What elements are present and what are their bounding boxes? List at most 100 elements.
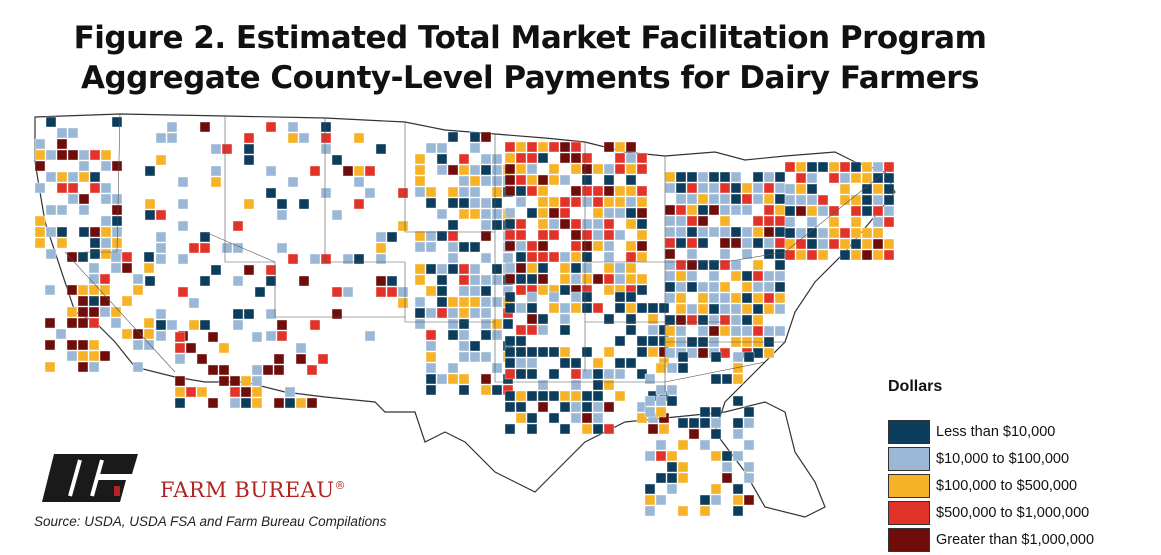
county-cell — [774, 325, 786, 337]
county-cell — [774, 270, 786, 282]
county-cell — [752, 182, 764, 194]
county-cell — [795, 238, 807, 250]
county-cell — [559, 423, 571, 435]
county-cell — [185, 386, 197, 398]
county-cell — [100, 237, 112, 249]
county-cell — [414, 274, 426, 286]
county-cell — [458, 197, 470, 209]
county-cell — [839, 161, 851, 173]
county-cell — [243, 308, 255, 320]
county-cell — [625, 152, 637, 164]
county-cell — [850, 172, 862, 184]
county-cell — [78, 193, 90, 205]
county-cell — [414, 230, 426, 242]
county-cell — [386, 275, 398, 287]
legend-swatch-1 — [888, 419, 930, 444]
county-cell — [559, 196, 571, 208]
county-cell — [570, 185, 582, 197]
county-cell — [77, 284, 89, 296]
county-cell — [686, 182, 698, 194]
county-cell — [89, 182, 101, 194]
county-cell — [78, 160, 90, 172]
county-cell — [436, 153, 448, 165]
legend-swatch-3 — [888, 473, 930, 498]
county-cell — [730, 270, 742, 282]
county-cell — [196, 386, 208, 398]
county-cell — [375, 242, 387, 254]
county-cell — [625, 291, 637, 303]
county-cell — [284, 386, 296, 398]
county-cell — [504, 152, 516, 164]
county-cell — [273, 364, 285, 376]
county-cell — [581, 390, 593, 402]
county-cell — [526, 368, 538, 380]
county-cell — [414, 318, 426, 330]
county-cell — [375, 143, 387, 155]
county-cell — [295, 342, 307, 354]
county-cell — [469, 307, 481, 319]
county-cell — [480, 384, 492, 396]
county-cell — [34, 226, 46, 238]
county-cell — [88, 339, 100, 351]
county-cell — [480, 208, 492, 220]
county-cell — [592, 196, 604, 208]
county-cell — [491, 208, 503, 220]
county-cell — [861, 172, 873, 184]
county-cell — [559, 346, 571, 358]
county-cell — [414, 263, 426, 275]
county-cell — [132, 361, 144, 373]
county-cell — [480, 296, 492, 308]
county-cell — [719, 237, 731, 249]
county-cell — [34, 160, 46, 172]
county-cell — [592, 357, 604, 369]
county-cell — [732, 373, 744, 385]
county-cell — [719, 259, 731, 271]
county-cell — [515, 412, 527, 424]
county-cell — [207, 397, 219, 409]
county-cell — [548, 368, 560, 380]
county-cell — [414, 241, 426, 253]
county-cell — [548, 229, 560, 241]
county-cell — [515, 240, 527, 252]
county-cell — [710, 373, 722, 385]
county-cell — [66, 251, 78, 263]
county-cell — [174, 331, 186, 343]
county-cell — [686, 204, 698, 216]
county-cell — [331, 209, 343, 221]
county-cell — [276, 319, 288, 331]
legend-label-5: Greater than $1,000,000 — [936, 531, 1095, 548]
county-cell — [218, 375, 230, 387]
county-cell — [447, 197, 459, 209]
county-cell — [614, 229, 626, 241]
county-cell — [298, 275, 310, 287]
county-cell — [806, 205, 818, 217]
county-cell — [56, 237, 68, 249]
county-cell — [469, 296, 481, 308]
county-cell — [625, 207, 637, 219]
county-cell — [636, 152, 648, 164]
county-cell — [469, 274, 481, 286]
county-cell — [817, 238, 829, 250]
county-cell — [132, 273, 144, 285]
county-cell — [603, 379, 615, 391]
county-cell — [504, 218, 516, 230]
county-cell — [375, 275, 387, 287]
county-cell — [603, 218, 615, 230]
county-cell — [480, 351, 492, 363]
county-cell — [699, 494, 711, 506]
county-cell — [491, 296, 503, 308]
county-cell — [675, 226, 687, 238]
county-cell — [110, 251, 122, 263]
county-cell — [697, 226, 709, 238]
county-cell — [664, 226, 676, 238]
county-cell — [447, 296, 459, 308]
county-cell — [686, 248, 698, 260]
county-cell — [763, 215, 775, 227]
county-cell — [309, 165, 321, 177]
county-cell — [784, 216, 796, 228]
brand-name: FARM BUREAU — [160, 478, 335, 502]
county-cell — [697, 292, 709, 304]
county-cell — [425, 373, 437, 385]
county-cell — [658, 423, 670, 435]
county-cell — [697, 303, 709, 315]
